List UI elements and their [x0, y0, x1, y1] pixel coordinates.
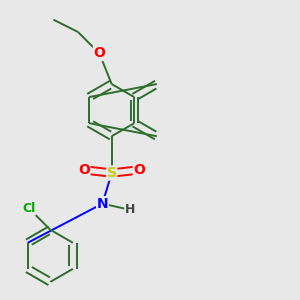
Text: O: O — [133, 163, 145, 177]
Text: Cl: Cl — [22, 202, 35, 215]
Text: H: H — [125, 203, 135, 216]
Text: N: N — [97, 197, 108, 211]
Text: O: O — [94, 46, 105, 60]
Text: S: S — [107, 166, 117, 180]
Text: O: O — [78, 163, 90, 177]
